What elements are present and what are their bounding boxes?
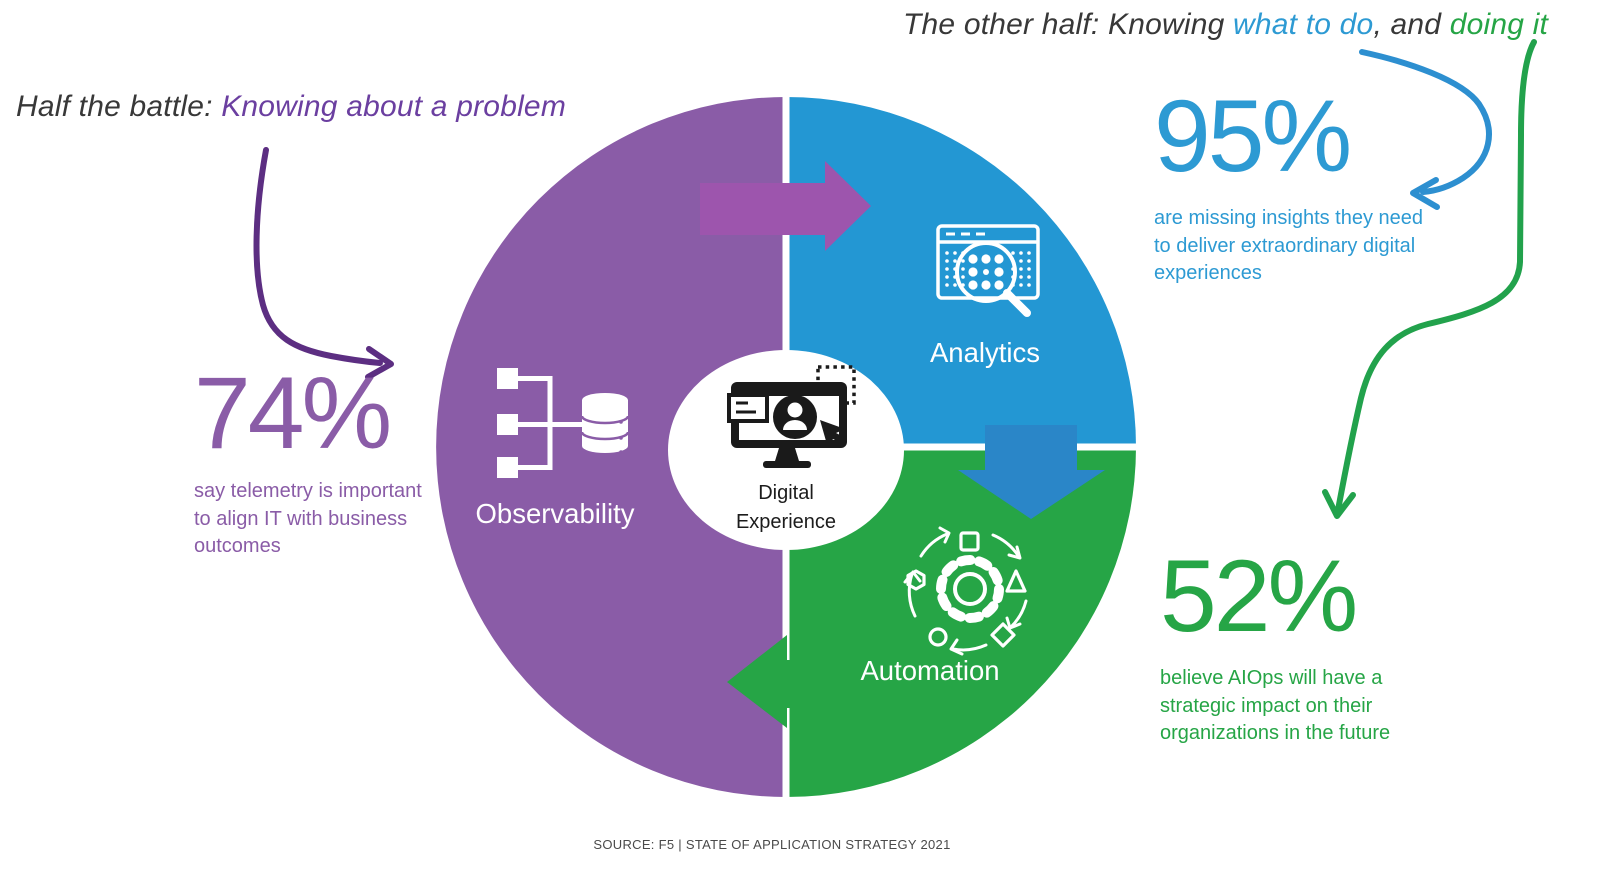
center-hub-label-line2: Experience [735, 511, 837, 533]
annotation-left-highlight: Knowing about a problem [221, 90, 567, 123]
segment-label-observability: Observability [475, 498, 635, 529]
stat-line: to align IT with business [194, 507, 408, 530]
annotation-arrow-purple [253, 147, 394, 380]
stat-line: to deliver extraordinary digital [1154, 234, 1416, 257]
stat-automation-description: believe AIOps will have a strategic impa… [1160, 665, 1390, 748]
annotation-left: Half the battle: Knowing about a problem [16, 90, 566, 124]
segment-label-automation: Automation [860, 655, 1000, 686]
stat-line: outcomes [194, 535, 281, 557]
stat-line: say telemetry is important [194, 480, 422, 502]
flow-arrow-analytics-to-automation [958, 425, 1105, 519]
stat-line: strategic impact on their [1160, 694, 1373, 717]
stat-automation-value: 52% [1160, 539, 1358, 653]
stat-line: organizations in the future [1160, 722, 1391, 744]
center-hub-label-line1: Digital [758, 482, 814, 504]
segment-automation [786, 447, 1136, 797]
stat-line: experiences [1154, 262, 1262, 284]
annotation-arrow-blue [1359, 49, 1492, 210]
stat-analytics-value: 95% [1154, 79, 1352, 193]
stat-observability: 74% say telemetry is important to align … [194, 362, 422, 561]
stat-line: are missing insights they need [1154, 207, 1424, 229]
stat-analytics-description: are missing insights they need to delive… [1154, 205, 1423, 288]
stat-line: believe AIOps will have a [1160, 667, 1383, 689]
stat-analytics: 95% are missing insights they need to de… [1154, 85, 1423, 288]
center-hub-label: Digital Experience [716, 479, 856, 537]
flow-arrow-observability-to-analytics [700, 161, 871, 251]
segment-label-analytics: Analytics [929, 337, 1041, 368]
automation-gear-cycle-icon [903, 526, 1028, 656]
digital-experience-monitor-icon [727, 365, 856, 468]
annotation-right-connector: , and [1373, 8, 1450, 41]
annotation-right: The other half: Knowing what to do, and … [903, 8, 1548, 42]
segment-analytics [786, 97, 1136, 447]
annotation-right-prefix: The other half: Knowing [903, 8, 1233, 41]
flow-arrow-automation-to-observability [727, 635, 880, 728]
annotation-right-highlight-green: doing it [1449, 8, 1549, 41]
stat-observability-description: say telemetry is important to align IT w… [194, 478, 422, 561]
observability-flowchart-database-icon [497, 368, 630, 478]
annotation-arrow-green [1322, 39, 1537, 519]
stat-automation: 52% believe AIOps will have a strategic … [1160, 545, 1390, 748]
source-note: SOURCE: F5 | STATE OF APPLICATION STRATE… [593, 837, 951, 852]
annotation-right-highlight-blue: what to do [1233, 8, 1374, 41]
annotation-left-prefix: Half the battle: [16, 90, 222, 123]
analytics-dashboard-magnifier-icon [936, 224, 1040, 317]
stat-observability-value: 74% [194, 356, 392, 470]
